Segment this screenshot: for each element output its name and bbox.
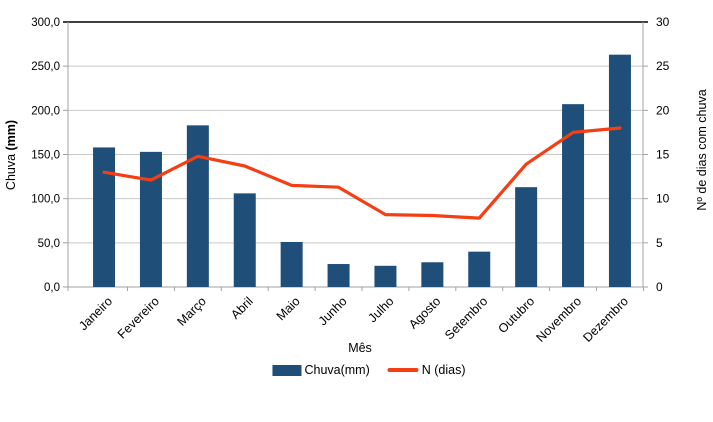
x-axis-label-agosto: Agosto xyxy=(406,294,443,331)
line-swatch-icon xyxy=(387,368,419,372)
bar-janeiro[interactable] xyxy=(93,147,116,287)
x-axis-label-fevereiro: Fevereiro xyxy=(115,294,162,341)
left-axis-title-unit: (mm) xyxy=(4,119,18,151)
x-axis-label-julho: Julho xyxy=(366,294,397,325)
line-series-n-dias[interactable] xyxy=(102,126,622,220)
right-axis-tick-label: 30 xyxy=(656,15,670,29)
left-axis-tick-label: 300,0 xyxy=(31,17,60,29)
left-axis-tick-label: 200,0 xyxy=(31,105,60,117)
x-axis-label-outubro: Outubro xyxy=(495,294,537,336)
x-axis-label-junho: Junho xyxy=(316,294,350,328)
x-axis-label-novembro: Novembro xyxy=(533,294,584,345)
x-axis-label-abril: Abril xyxy=(228,294,256,322)
bar-agosto[interactable] xyxy=(421,262,444,287)
x-axis-title: Mês xyxy=(348,341,372,355)
bar-maio[interactable] xyxy=(280,241,303,287)
bar-swatch-icon xyxy=(272,364,302,376)
bar-fevereiro[interactable] xyxy=(139,151,162,287)
left-axis-tick-label: 100,0 xyxy=(31,194,60,206)
bar-dezembro[interactable] xyxy=(608,54,631,287)
x-axis-label-maio: Maio xyxy=(274,294,303,323)
x-axis-label-setembro: Setembro xyxy=(442,294,490,342)
legend-item-chuva[interactable]: Chuva(mm) xyxy=(272,363,370,377)
left-axis-tick-label: 250,0 xyxy=(31,61,60,73)
left-axis-tick-label: 0,0 xyxy=(44,282,60,294)
bar-setembro[interactable] xyxy=(468,251,491,287)
x-axis-label-janeiro: Janeiro xyxy=(76,294,115,333)
bar-junho[interactable] xyxy=(327,264,350,287)
bar-abril[interactable] xyxy=(233,193,256,287)
legend-item-ndias[interactable]: N (dias) xyxy=(387,363,466,377)
right-axis-tick-label: 20 xyxy=(656,103,670,117)
right-axis-tick-label: 0 xyxy=(656,280,663,294)
bar-outubro[interactable] xyxy=(515,187,538,287)
right-axis-tick-label: 15 xyxy=(656,148,670,162)
left-axis-tick-label: 50,0 xyxy=(38,238,60,250)
right-axis-title: Nº de dias com chuva xyxy=(695,89,709,211)
bar-março[interactable] xyxy=(186,125,209,287)
legend-label-ndias: N (dias) xyxy=(421,363,466,377)
legend: Chuva(mm) N (dias) xyxy=(272,363,466,377)
x-axis-label-dezembro: Dezembro xyxy=(580,294,631,345)
x-axis-label-março: Março xyxy=(175,294,209,328)
legend-label-chuva: Chuva(mm) xyxy=(304,363,370,377)
right-axis-tick-label: 5 xyxy=(656,236,663,250)
bar-novembro[interactable] xyxy=(562,104,585,288)
right-axis-tick-label: 10 xyxy=(656,192,670,206)
right-axis-tick-label: 25 xyxy=(656,59,670,73)
left-axis-title: Chuva (mm) xyxy=(4,120,18,190)
bar-julho[interactable] xyxy=(374,265,397,287)
left-axis-title-text: Chuva xyxy=(4,150,18,191)
left-axis-tick-label: 150,0 xyxy=(31,150,60,162)
